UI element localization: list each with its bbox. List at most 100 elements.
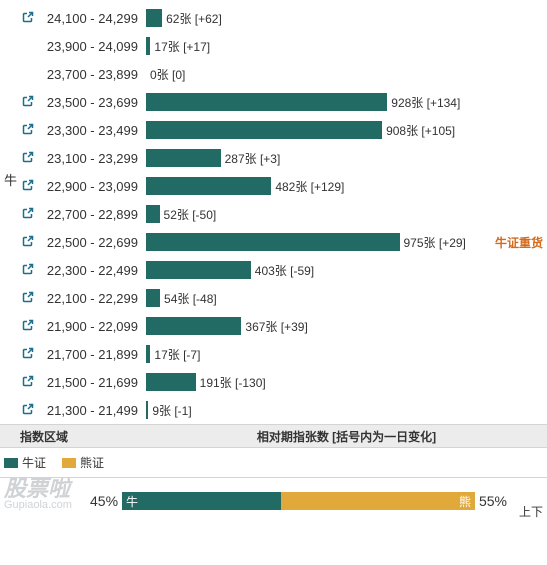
chart-row: 21,700 - 21,899 17张 [-7] — [0, 340, 547, 368]
ratio-seg-bull-label: 牛 — [126, 493, 138, 510]
bar-value-label: 17张 [+17] — [150, 38, 210, 55]
chart-row: 23,300 - 23,499 908张 [+105] — [0, 116, 547, 144]
range-label: 22,300 - 22,499 — [36, 263, 146, 278]
row-annotation: 牛证重货 — [495, 234, 543, 251]
bar-cell: 975张 [+29] 牛证重货 — [146, 228, 547, 256]
chart-row: 22,900 - 23,099 482张 [+129] — [0, 172, 547, 200]
bar-value-label: 9张 [-1] — [148, 402, 191, 419]
axis-left-label: 指数区域 — [0, 428, 146, 445]
watermark-main: 股票啦 — [4, 476, 70, 501]
bar-value-label: 975张 [+29] — [400, 234, 466, 251]
external-link-icon[interactable] — [20, 123, 36, 138]
legend-swatch — [4, 458, 18, 468]
bar-value-label: 191张 [-130] — [196, 374, 266, 391]
bar-value-label: 54张 [-48] — [160, 290, 217, 307]
bar — [146, 177, 271, 195]
side-label-bull: 牛 — [4, 170, 17, 189]
external-link-icon[interactable] — [20, 375, 36, 390]
external-link-icon[interactable] — [20, 235, 36, 250]
external-link-icon[interactable] — [20, 291, 36, 306]
external-link-icon[interactable] — [20, 11, 36, 26]
bar-cell: 928张 [+134] — [146, 88, 547, 116]
range-label: 22,500 - 22,699 — [36, 235, 146, 250]
ratio-bull-pct: 45% — [90, 493, 122, 509]
legend-label: 牛证 — [22, 454, 46, 471]
chart-row: 22,100 - 22,299 54张 [-48] — [0, 284, 547, 312]
bar-cell: 0张 [0] — [146, 60, 547, 88]
bar — [146, 373, 196, 391]
external-link-icon[interactable] — [20, 319, 36, 334]
bar — [146, 289, 160, 307]
external-link-icon[interactable] — [20, 347, 36, 362]
range-label: 21,300 - 21,499 — [36, 403, 146, 418]
bar-cell: 191张 [-130] — [146, 368, 547, 396]
bar-cell: 367张 [+39] — [146, 312, 547, 340]
external-link-icon[interactable] — [20, 403, 36, 418]
ratio-seg-bull: 牛 — [122, 492, 281, 510]
bar-cell: 52张 [-50] — [146, 200, 547, 228]
bar — [146, 205, 160, 223]
ratio-bar-track: 牛 熊 — [122, 492, 475, 510]
bar-cell: 482张 [+129] — [146, 172, 547, 200]
watermark-sub: Gupiaola.com — [4, 500, 72, 511]
bar-cell: 17张 [+17] — [146, 32, 547, 60]
bull-distribution-chart: 牛 24,100 - 24,299 62张 [+62] 23,900 - 24,09… — [0, 0, 547, 524]
chart-row: 22,300 - 22,499 403张 [-59] — [0, 256, 547, 284]
bar — [146, 233, 400, 251]
bar — [146, 149, 221, 167]
range-label: 21,700 - 21,899 — [36, 347, 146, 362]
external-link-icon[interactable] — [20, 95, 36, 110]
range-label: 23,100 - 23,299 — [36, 151, 146, 166]
axis-header: 指数区域 相对期指张数 [括号内为一日变化] — [0, 424, 547, 448]
bar-cell: 908张 [+105] — [146, 116, 547, 144]
bar-value-label: 52张 [-50] — [160, 206, 217, 223]
bar — [146, 121, 382, 139]
range-label: 24,100 - 24,299 — [36, 11, 146, 26]
range-label: 23,300 - 23,499 — [36, 123, 146, 138]
chart-row: 21,500 - 21,699 191张 [-130] — [0, 368, 547, 396]
ratio-bear-pct: 55% — [475, 493, 507, 509]
external-link-icon[interactable] — [20, 151, 36, 166]
chart-row: 21,900 - 22,099367张 [+39] — [0, 312, 547, 340]
bar-value-label: 17张 [-7] — [150, 346, 200, 363]
chart-row: 22,500 - 22,699 975张 [+29] 牛证重货 — [0, 228, 547, 256]
bar-value-label: 928张 [+134] — [387, 94, 460, 111]
range-label: 23,500 - 23,699 — [36, 95, 146, 110]
axis-right-label: 相对期指张数 [括号内为一日变化] — [146, 428, 547, 445]
bar-cell: 9张 [-1] — [146, 396, 547, 424]
range-label: 22,900 - 23,099 — [36, 179, 146, 194]
updown-label: 上下 — [519, 503, 543, 520]
legend-label: 熊证 — [80, 454, 104, 471]
range-label: 22,700 - 22,899 — [36, 207, 146, 222]
ratio-seg-bear: 熊 — [281, 492, 475, 510]
range-label: 22,100 - 22,299 — [36, 291, 146, 306]
bar-value-label: 908张 [+105] — [382, 122, 455, 139]
range-label: 23,700 - 23,899 — [36, 67, 146, 82]
external-link-icon[interactable] — [20, 179, 36, 194]
watermark: 股票啦 Gupiaola.com — [4, 478, 72, 511]
range-label: 23,900 - 24,099 — [36, 39, 146, 54]
bar-cell: 17张 [-7] — [146, 340, 547, 368]
chart-row: 23,500 - 23,699 928张 [+134] — [0, 88, 547, 116]
bar-cell: 403张 [-59] — [146, 256, 547, 284]
bar — [146, 317, 241, 335]
bar-value-label: 403张 [-59] — [251, 262, 314, 279]
legend-swatch — [62, 458, 76, 468]
ratio-bar: 45% 牛 熊 55% — [90, 492, 507, 510]
bar — [146, 261, 251, 279]
bar-cell: 287张 [+3] — [146, 144, 547, 172]
external-link-icon[interactable] — [20, 263, 36, 278]
range-label: 21,500 - 21,699 — [36, 375, 146, 390]
bar-value-label: 482张 [+129] — [271, 178, 344, 195]
legend: 牛证 熊证 — [0, 448, 547, 478]
chart-row: 21,300 - 21,4999张 [-1] — [0, 396, 547, 424]
external-link-icon[interactable] — [20, 207, 36, 222]
chart-row: 23,700 - 23,8990张 [0] — [0, 60, 547, 88]
bar — [146, 9, 162, 27]
bar-cell: 62张 [+62] — [146, 4, 547, 32]
bar-cell: 54张 [-48] — [146, 284, 547, 312]
bar-value-label: 62张 [+62] — [162, 10, 222, 27]
ratio-seg-bear-label: 熊 — [459, 493, 471, 510]
bar-value-label: 0张 [0] — [146, 66, 185, 83]
range-label: 21,900 - 22,099 — [36, 319, 146, 334]
